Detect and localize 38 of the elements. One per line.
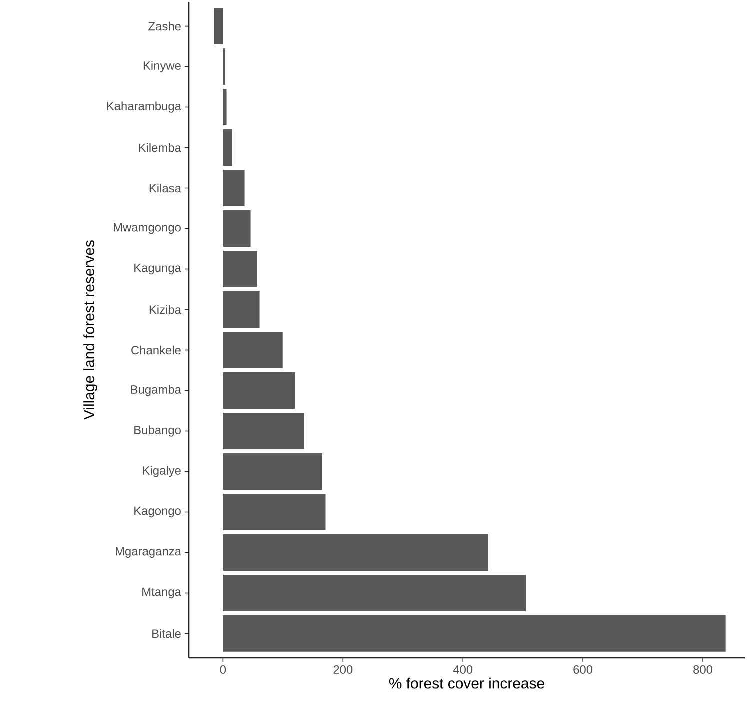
x-tick-label: 0 — [220, 666, 226, 674]
x-tick-label: 800 — [694, 666, 713, 674]
y-tick-label: Bugamba — [131, 385, 182, 396]
y-tick-label: Kinywe — [144, 61, 181, 72]
bar — [223, 372, 296, 409]
x-tick-label: 600 — [574, 666, 593, 674]
x-tick-label: 400 — [453, 666, 473, 674]
bar — [223, 292, 260, 328]
x-tick-label: 200 — [334, 666, 353, 674]
bar — [223, 332, 283, 368]
y-tick-label: Kagunga — [134, 264, 182, 275]
bar — [223, 251, 258, 288]
bar — [223, 534, 488, 571]
y-tick-label: Kigalye — [143, 466, 181, 478]
y-tick-label: Chankele — [132, 346, 181, 355]
y-tick-label: Mwamgongo — [114, 223, 181, 234]
bar — [223, 574, 526, 612]
x-axis-title: % forest cover increase — [389, 678, 544, 689]
bar — [223, 494, 326, 530]
y-tick-label: Kilasa — [150, 184, 182, 193]
y-tick-label: Zashe — [148, 22, 181, 31]
y-tick-label: Kaharambuga — [107, 102, 182, 113]
bar — [214, 8, 224, 45]
bar — [223, 89, 227, 126]
y-tick-label: Kilemba — [139, 143, 182, 152]
bar — [223, 454, 322, 490]
y-tick-label: Mgaraganza — [116, 547, 182, 558]
y-tick-label: Bitale — [152, 629, 181, 638]
y-tick-label: Kagongo — [134, 506, 181, 518]
bar — [223, 170, 245, 206]
y-tick-label: Kiziba — [150, 305, 182, 314]
bar — [223, 413, 304, 450]
bar — [223, 210, 251, 247]
y-axis-title: Village land forest reserves — [84, 240, 98, 420]
bar — [223, 615, 726, 652]
y-tick-label: Mtanga — [142, 588, 182, 599]
bar — [223, 130, 232, 166]
y-tick-label: Bubango — [134, 426, 181, 437]
